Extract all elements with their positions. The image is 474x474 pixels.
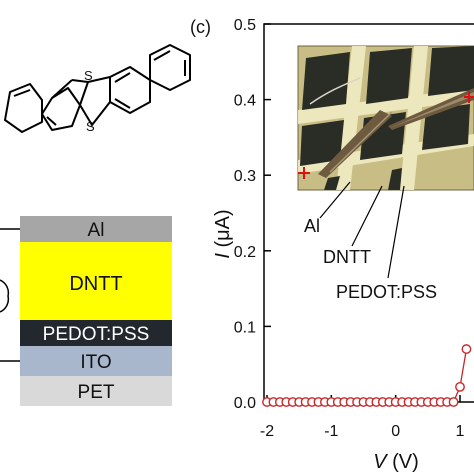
double-bond (114, 98, 131, 109)
x-tick-label: 0 (391, 423, 400, 440)
thiophene-bridge (51, 79, 73, 99)
x-axis-title-unit: (V) (387, 451, 419, 473)
series-line (267, 348, 468, 403)
callout-pedot-pss: PEDOT:PSS (336, 282, 437, 302)
layer-pedot-pss-label: PEDOT:PSS (43, 324, 150, 345)
callout-al: Al (304, 216, 320, 236)
dntt-molecule-structure (4, 44, 191, 133)
y-axis-title: I (μA) (212, 209, 234, 258)
contact-marker-icons (298, 91, 474, 179)
layer-pet (20, 376, 172, 406)
y-tick-label: 0.1 (234, 319, 256, 336)
x-axis-title-symbol: V (373, 451, 388, 473)
layer-al (20, 216, 172, 242)
iv-data-series (262, 344, 472, 407)
callout-leaders (319, 181, 405, 279)
y-tick-label: 0.5 (234, 17, 256, 34)
x-tick-label: -1 (324, 423, 338, 440)
layer-pedot-pss (20, 320, 172, 346)
data-point (461, 344, 472, 354)
double-bond (114, 72, 131, 83)
ring-left-inner (41, 87, 81, 131)
data-point (455, 381, 465, 392)
panel-label: (c) (190, 17, 211, 37)
double-bond (13, 89, 31, 97)
layer-al-label: Al (88, 220, 105, 241)
layer-dntt-label: DNTT (69, 273, 122, 295)
y-axis-title-symbol: I (212, 253, 234, 259)
thiophene-left (71, 79, 89, 83)
sulfur-atom-label-top: S (84, 68, 93, 83)
data-point (448, 397, 459, 407)
ring-left-outer (4, 83, 43, 133)
double-bond (46, 116, 57, 126)
probe-needles (309, 77, 474, 178)
iv-chart: 0.0 0.1 0.2 0.3 0.4 0.5 -2 -1 0 1 (212, 17, 474, 473)
layer-pet-label: PET (78, 382, 115, 403)
x-tick-label: 1 (456, 423, 465, 440)
source-symbol-partial (0, 279, 10, 313)
device-layer-stack: Al DNTT PEDOT:PSS ITO PET (0, 216, 172, 406)
thiophene-right (79, 76, 111, 126)
y-axis-ticks: 0.0 0.1 0.2 0.3 0.4 0.5 (234, 17, 271, 412)
layer-dntt (20, 242, 172, 320)
layer-ito-label: ITO (80, 352, 111, 373)
double-bond (153, 50, 171, 61)
callout-dntt: DNTT (323, 247, 371, 267)
y-axis-title-unit: (μA) (212, 209, 234, 253)
inset-micrograph (297, 45, 474, 191)
x-tick-label: -2 (260, 423, 274, 440)
y-tick-label: 0.2 (234, 244, 256, 261)
y-tick-label: 0.4 (234, 93, 256, 110)
layer-ito (20, 346, 172, 376)
y-tick-label: 0.3 (234, 168, 256, 185)
x-axis-title: V (V) (373, 451, 419, 473)
sulfur-atom-label-bottom: S (86, 119, 95, 134)
y-tick-label: 0.0 (234, 395, 256, 412)
